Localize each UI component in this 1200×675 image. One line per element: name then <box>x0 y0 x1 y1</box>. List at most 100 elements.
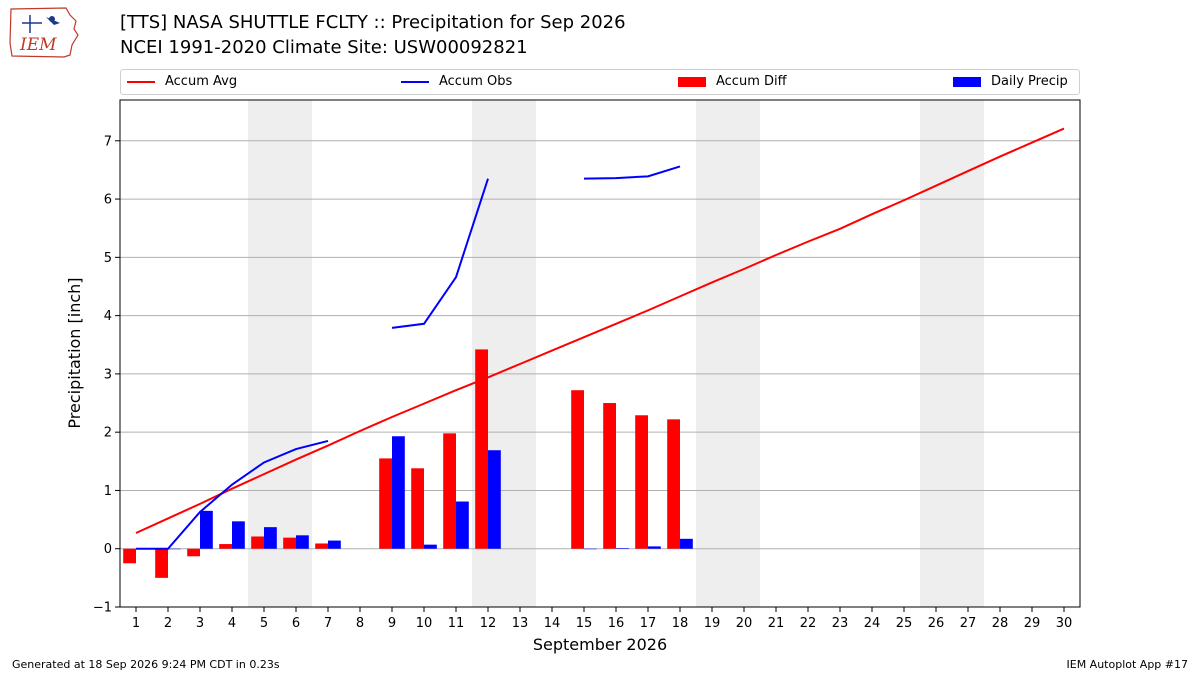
accum-obs-line <box>391 178 489 329</box>
x-tick-label: 21 <box>768 616 785 631</box>
chart-subtitle: NCEI 1991-2020 Climate Site: USW00092821 <box>120 37 528 58</box>
accum-diff-bar <box>443 433 456 549</box>
x-tick-label: 6 <box>292 616 300 631</box>
accum-diff-bar <box>187 548 200 557</box>
x-tick-label: 16 <box>608 616 625 631</box>
legend-swatch-daily-precip <box>953 76 981 87</box>
accum-obs-line <box>136 439 329 550</box>
x-tick-label: 5 <box>260 616 268 631</box>
x-tick-label: 18 <box>672 616 689 631</box>
x-tick-label: 3 <box>196 616 204 631</box>
x-tick-label: 7 <box>324 616 332 631</box>
y-tick-label: 6 <box>104 193 112 208</box>
accum-diff-bar <box>571 390 584 549</box>
daily-precip-bar <box>488 450 501 549</box>
legend-label: Accum Obs <box>439 74 513 89</box>
legend-swatch-accum-diff <box>678 76 706 87</box>
y-tick-label: 1 <box>104 484 112 499</box>
x-tick-label: 27 <box>960 616 977 631</box>
y-tick-label: 0 <box>104 542 112 557</box>
x-tick-label: 15 <box>576 616 593 631</box>
x-tick-label: 19 <box>704 616 721 631</box>
y-axis-label: Precipitation [inch] <box>65 277 84 428</box>
accum-diff-bar <box>123 548 136 564</box>
accum-diff-bar <box>251 536 264 549</box>
x-tick-label: 14 <box>544 616 561 631</box>
x-tick-label: 11 <box>448 616 465 631</box>
y-tick-label: 3 <box>104 367 112 382</box>
legend-item-accum-diff: Accum Diff <box>678 74 787 89</box>
x-tick-label: 20 <box>736 616 753 631</box>
daily-precip-bar <box>328 540 341 549</box>
daily-precip-bar <box>296 535 309 549</box>
x-tick-label: 9 <box>388 616 396 631</box>
accum-diff-bar <box>315 543 328 549</box>
y-tick-label: −1 <box>93 601 112 616</box>
plot-frame <box>119 99 1081 608</box>
iem-state-outline-icon <box>9 7 79 58</box>
x-tick-label: 25 <box>896 616 913 631</box>
daily-precip-bar <box>232 521 245 549</box>
accum-diff-bar <box>603 403 616 549</box>
y-axis-ticks: −1 0 1 2 3 4 5 6 7 <box>93 134 120 616</box>
chart-title: [TTS] NASA SHUTTLE FCLTY :: Precipitatio… <box>120 12 626 33</box>
legend-item-accum-avg: Accum Avg <box>127 74 237 89</box>
weekend-band <box>696 100 760 607</box>
iem-logo-text: IEM <box>20 35 57 55</box>
accum-diff-bars <box>123 349 680 578</box>
daily-precip-bar <box>616 548 629 549</box>
x-tick-label: 10 <box>416 616 433 631</box>
y-tick-label: 4 <box>104 309 112 324</box>
x-tick-label: 1 <box>132 616 140 631</box>
x-tick-label: 29 <box>1024 616 1041 631</box>
daily-precip-bar <box>168 548 181 550</box>
x-axis-label: September 2026 <box>533 635 667 654</box>
weekend-band <box>248 100 312 607</box>
footer-app: IEM Autoplot App #17 <box>1066 658 1189 671</box>
daily-precip-bar <box>200 510 213 549</box>
legend-swatch-accum-avg <box>127 80 155 83</box>
legend-label: Daily Precip <box>991 74 1068 89</box>
daily-precip-bar <box>424 544 437 549</box>
accum-diff-bar <box>475 349 488 549</box>
x-tick-label: 23 <box>832 616 849 631</box>
accum-lines <box>135 127 1065 550</box>
x-axis-ticks: 1 2 3 4 5 6 7 8 9 10 11 12 13 14 15 16 17 18 19 20 21 22 23 24 2… <box>132 607 1072 631</box>
x-tick-label: 22 <box>800 616 817 631</box>
x-tick-label: 8 <box>356 616 364 631</box>
y-tick-label: 7 <box>104 134 112 149</box>
legend-item-accum-obs: Accum Obs <box>401 74 512 89</box>
legend-label: Accum Avg <box>165 74 238 89</box>
accum-diff-bar <box>635 415 648 549</box>
x-tick-label: 12 <box>480 616 497 631</box>
daily-precip-bar <box>392 436 405 549</box>
accum-diff-bar <box>379 458 392 549</box>
accum-diff-bar <box>283 537 296 549</box>
legend: Accum Avg Accum Obs Accum Diff Daily Pre… <box>120 69 1080 95</box>
accum-diff-bar <box>667 419 680 549</box>
legend-item-daily-precip: Daily Precip <box>953 74 1068 89</box>
accum-avg-line <box>135 127 1065 534</box>
daily-precip-bar <box>648 546 661 549</box>
daily-precip-bar <box>680 538 693 549</box>
x-tick-label: 4 <box>228 616 236 631</box>
daily-precip-bar <box>264 527 277 549</box>
accum-diff-bar <box>219 544 232 549</box>
x-tick-label: 26 <box>928 616 945 631</box>
daily-precip-bar <box>456 501 469 549</box>
x-tick-label: 17 <box>640 616 657 631</box>
x-tick-label: 2 <box>164 616 172 631</box>
accum-diff-bar <box>155 548 168 578</box>
daily-precip-bar <box>584 548 597 550</box>
y-tick-label: 5 <box>104 251 112 266</box>
accum-obs-line <box>583 165 681 180</box>
iem-logo: IEM <box>8 5 80 59</box>
legend-label: Accum Diff <box>716 74 787 89</box>
daily-precip-bars <box>136 436 693 550</box>
accum-diff-bar <box>411 468 424 549</box>
x-tick-label: 28 <box>992 616 1009 631</box>
x-tick-label: 30 <box>1056 616 1073 631</box>
weekend-shading <box>248 100 984 607</box>
legend-swatch-accum-obs <box>401 80 429 83</box>
